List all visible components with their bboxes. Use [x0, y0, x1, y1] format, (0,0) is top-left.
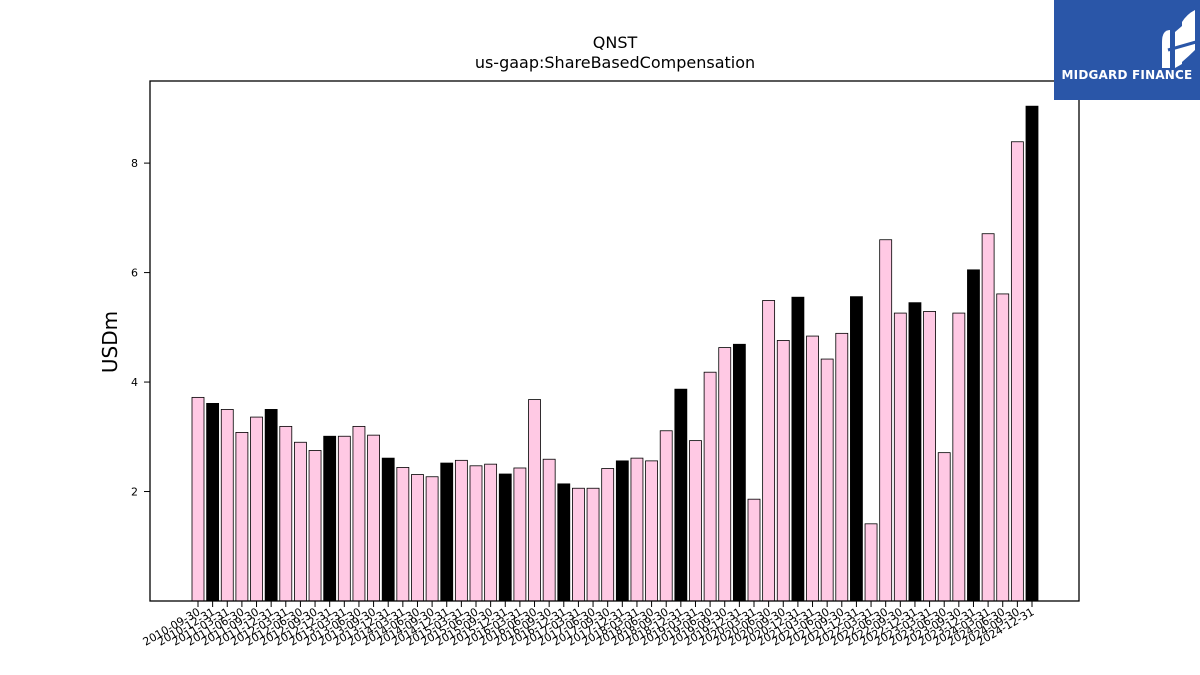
- y-axis-label: USDm: [98, 311, 122, 373]
- y-tick-label: 2: [131, 486, 138, 499]
- bar-2022-03-31: [864, 523, 878, 602]
- bar-2017-12-31: [615, 460, 629, 602]
- bar-2023-09-30: [952, 312, 966, 602]
- bar-2014-06-30: [411, 474, 424, 602]
- chart-title: QNST: [593, 33, 638, 52]
- bar-2022-12-31: [908, 302, 922, 602]
- bar-2017-03-31: [572, 487, 585, 602]
- bar-2022-06-30: [879, 239, 893, 602]
- bar-2021-03-31: [806, 335, 819, 602]
- bar-2024-03-31: [981, 233, 995, 602]
- bar-2018-12-31: [674, 388, 688, 602]
- bar-2015-03-31: [454, 459, 468, 602]
- bar-2013-09-30: [367, 434, 380, 602]
- bar-2020-06-30: [762, 300, 776, 602]
- bar-2010-12-31: [206, 402, 220, 602]
- bar-2011-06-30: [235, 432, 249, 602]
- y-tick-label: 4: [131, 376, 138, 389]
- bar-2012-12-31: [323, 435, 337, 602]
- plot-frame: [149, 80, 1080, 602]
- bar-2023-12-31: [967, 269, 980, 602]
- bar-2016-06-30: [528, 399, 541, 602]
- bar-2022-09-30: [893, 312, 907, 602]
- bar-2012-03-31: [279, 425, 293, 602]
- bar-2020-03-31: [747, 498, 761, 602]
- bar-2011-03-31: [220, 409, 234, 602]
- bar-2019-12-31: [732, 343, 746, 602]
- midgard-logo-icon: [1162, 10, 1197, 68]
- bar-2014-09-30: [425, 476, 439, 602]
- bar-2021-09-30: [835, 332, 849, 602]
- y-axis-ticks: 2 4 6 8: [131, 157, 150, 499]
- y-tick-label: 6: [131, 267, 138, 280]
- bar-2016-12-31: [557, 483, 571, 602]
- bar-2017-06-30: [586, 487, 600, 602]
- x-axis-ticks: 2010-09-302010-12-312011-03-312011-06-30…: [141, 601, 1037, 649]
- bar-2023-03-31: [923, 311, 936, 602]
- bar-2024-06-30: [996, 293, 1010, 602]
- logo-text: MIDGARD FINANCE: [1061, 68, 1193, 82]
- bar-2017-09-30: [601, 468, 615, 602]
- bar-2023-06-30: [937, 452, 951, 602]
- bar-2011-09-30: [250, 416, 263, 602]
- chart-subtitle: us-gaap:ShareBasedCompensation: [475, 53, 755, 72]
- bar-2015-12-31: [498, 473, 512, 602]
- bar-2019-03-31: [689, 440, 702, 602]
- bar-2013-12-31: [381, 457, 395, 602]
- bar-2018-03-31: [630, 457, 644, 602]
- bar-2014-03-31: [396, 467, 410, 602]
- bar-2018-06-30: [645, 460, 658, 602]
- bar-2019-09-30: [718, 347, 732, 602]
- bar-2010-09-30: [191, 396, 205, 602]
- bar-2015-06-30: [469, 465, 483, 602]
- bar-2016-09-30: [542, 458, 556, 602]
- y-tick-label: 8: [131, 157, 138, 170]
- bar-2012-06-30: [294, 441, 307, 602]
- bar-2016-03-31: [513, 467, 527, 602]
- bar-2024-09-30: [1010, 141, 1024, 602]
- bar-2021-06-30: [820, 358, 834, 602]
- bar-2021-12-31: [850, 296, 863, 602]
- bar-2020-09-30: [776, 340, 790, 602]
- bars-group: [191, 105, 1039, 602]
- bar-2013-06-30: [352, 425, 366, 602]
- bar-2012-09-30: [308, 450, 322, 602]
- bar-2015-09-30: [484, 463, 498, 602]
- bar-2014-12-31: [440, 462, 454, 602]
- bar-2011-12-31: [264, 409, 278, 602]
- bar-2018-09-30: [659, 430, 673, 602]
- midgard-finance-logo: MIDGARD FINANCE: [1054, 0, 1200, 100]
- bar-2020-12-31: [791, 296, 805, 602]
- bar-2024-12-31: [1025, 105, 1039, 602]
- bar-2019-06-30: [703, 371, 717, 602]
- bar-2013-03-31: [337, 435, 351, 602]
